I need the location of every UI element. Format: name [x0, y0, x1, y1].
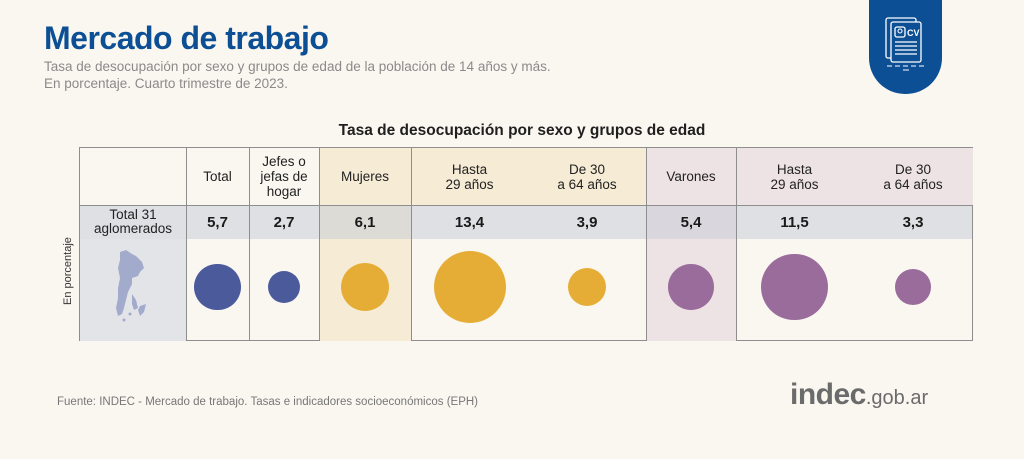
cv-document-icon: CV — [885, 17, 925, 71]
row-label: Total 31 aglomerados — [93, 207, 173, 236]
logo-main: indec — [790, 378, 866, 411]
cv-badge: CV — [869, 0, 942, 94]
column-header: Hasta 29 años — [770, 161, 819, 192]
value-label: 5,7 — [207, 213, 228, 231]
value-label: 3,9 — [576, 213, 598, 231]
values-divider — [80, 239, 972, 240]
y-axis-label: En porcentaje — [62, 237, 74, 305]
column-divider — [646, 148, 647, 341]
page-subtitle: Tasa de desocupación por sexo y grupos d… — [44, 58, 551, 92]
mujeres-subheader-tint — [411, 148, 646, 205]
header-divider — [80, 205, 972, 206]
column-header: Jefes o jefas de hogar — [260, 154, 308, 199]
bubble-mark — [895, 269, 931, 305]
unemployment-table: Total 31 aglomerados Total 5,7 Jefes o jef… — [79, 147, 973, 341]
bubble-mark — [433, 251, 506, 323]
column-divider — [186, 148, 187, 341]
bubble-mark — [567, 267, 607, 307]
bubble-mark — [267, 270, 301, 304]
column-header: De 30 a 64 años — [557, 161, 617, 192]
indec-logo[interactable]: indec.gob.ar — [790, 378, 928, 412]
bubble-mark — [761, 253, 828, 321]
bubble-mark — [668, 264, 714, 310]
logo-suffix: .gob.ar — [865, 387, 929, 409]
bubble-mark — [194, 263, 241, 311]
column-header: De 30 a 64 años — [883, 161, 943, 192]
value-label: 6,1 — [354, 213, 376, 231]
values-row — [80, 205, 972, 239]
varones-subheader-tint — [736, 148, 973, 205]
column-header: Total — [203, 169, 232, 184]
column-divider — [249, 148, 250, 341]
bubble-mark — [340, 262, 390, 312]
subtitle-line-1: Tasa de desocupación por sexo y grupos d… — [44, 59, 551, 74]
value-label: 11,5 — [780, 213, 809, 231]
column-header: Varones — [666, 169, 716, 184]
column-divider — [736, 148, 737, 341]
cv-label: CV — [907, 28, 920, 38]
column-header: Hasta 29 años — [445, 161, 494, 192]
value-label: 2,7 — [273, 213, 295, 231]
argentina-map-icon — [116, 250, 146, 322]
page-title: Mercado de trabajo — [44, 20, 329, 56]
chart-title: Tasa de desocupación por sexo y grupos d… — [338, 122, 706, 139]
source-note: Fuente: INDEC - Mercado de trabajo. Tasa… — [57, 396, 479, 408]
value-label: 13,4 — [454, 213, 485, 231]
column-divider — [411, 148, 412, 341]
column-header: Mujeres — [340, 169, 389, 184]
value-label: 5,4 — [680, 213, 702, 231]
value-label: 3,3 — [902, 213, 924, 231]
subtitle-line-2: En porcentaje. Cuarto trimestre de 2023. — [44, 76, 288, 91]
column-divider — [319, 148, 320, 341]
